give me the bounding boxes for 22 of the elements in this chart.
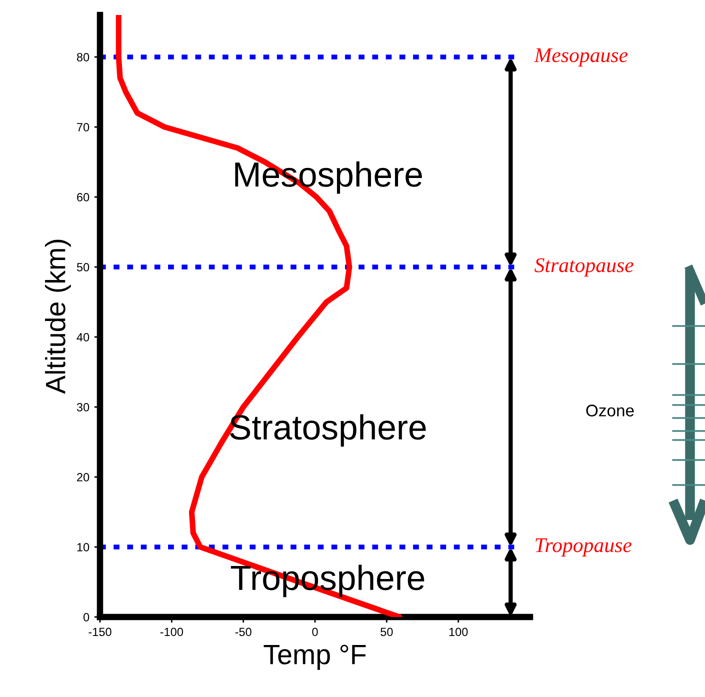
y-tick-label: 20 bbox=[77, 473, 90, 482]
x-tick-label: 100 bbox=[449, 628, 468, 636]
x-tick-label: -100 bbox=[160, 628, 184, 636]
annotation: Stratosphere bbox=[230, 414, 426, 447]
ref-line-label: Stratopause bbox=[534, 258, 634, 276]
y-tick-label: 10 bbox=[77, 543, 90, 552]
y-tick-label: 70 bbox=[77, 123, 90, 132]
ref-line-label: Tropopause bbox=[536, 538, 632, 556]
x-tick-label: 0 bbox=[312, 628, 318, 636]
y-tick-label: 40 bbox=[76, 333, 90, 342]
x-tick-label: 50 bbox=[380, 628, 393, 636]
x-tick-label: -50 bbox=[235, 628, 252, 636]
y-tick-label: 0 bbox=[83, 613, 90, 622]
x-tick-label: -150 bbox=[88, 628, 112, 636]
ref-line-label: Mesopause bbox=[534, 48, 628, 66]
y-tick-label: 50 bbox=[76, 263, 90, 272]
y-tick-label: 30 bbox=[76, 403, 90, 412]
x-axis-title: Temp °F bbox=[264, 644, 366, 670]
y-tick-label: 60 bbox=[77, 193, 90, 202]
y-tick-label: 80 bbox=[76, 53, 90, 62]
text: Ozone bbox=[586, 404, 634, 416]
y-axis-title: Altitude (km) bbox=[45, 240, 71, 394]
